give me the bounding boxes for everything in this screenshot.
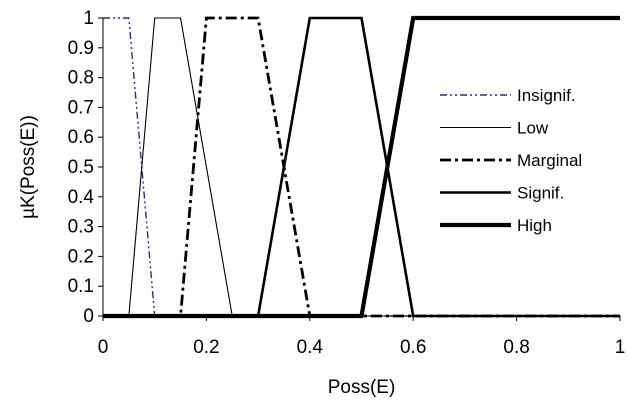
x-axis-title: Poss(E) xyxy=(328,377,396,398)
ticks-layer: 0 0.1 0.2 0.3 0.4 0.5 0.6 0.7 0.8 0.9 1 0 0.2 0.4 0.6 0… xyxy=(68,8,626,358)
y-tick-label: 0.9 xyxy=(68,38,94,59)
x-tick-label: 0.8 xyxy=(503,337,529,358)
legend-label: Insignif. xyxy=(517,86,576,105)
x-tick-label: 0.2 xyxy=(193,337,219,358)
legend-label: Low xyxy=(517,119,549,138)
y-tick-label: 0.4 xyxy=(68,187,95,208)
series-line-marginal xyxy=(103,16,620,318)
y-axis-title: µK(Poss(E)) xyxy=(18,115,39,219)
legend-label: Signif. xyxy=(517,184,564,203)
x-tick-label: 0.6 xyxy=(400,337,426,358)
y-tick-label: 0.8 xyxy=(68,68,94,89)
y-tick-label: 0.3 xyxy=(68,217,94,238)
x-tick-label: 0 xyxy=(98,337,109,358)
y-tick-label: 0.1 xyxy=(68,276,94,297)
y-tick-label: 0.5 xyxy=(68,157,94,178)
x-tick-label: 1 xyxy=(615,337,626,358)
y-tick-label: 1 xyxy=(83,8,94,29)
y-tick-label: 0.7 xyxy=(68,97,94,118)
x-tick-label: 0.4 xyxy=(297,337,324,358)
legend: Insignif. Low Marginal Signif. High xyxy=(440,86,582,235)
y-tick-label: 0.2 xyxy=(68,246,94,267)
y-tick-label: 0 xyxy=(83,306,94,327)
legend-label: Marginal xyxy=(517,151,582,170)
y-tick-label: 0.6 xyxy=(68,127,94,148)
legend-label: High xyxy=(517,216,552,235)
